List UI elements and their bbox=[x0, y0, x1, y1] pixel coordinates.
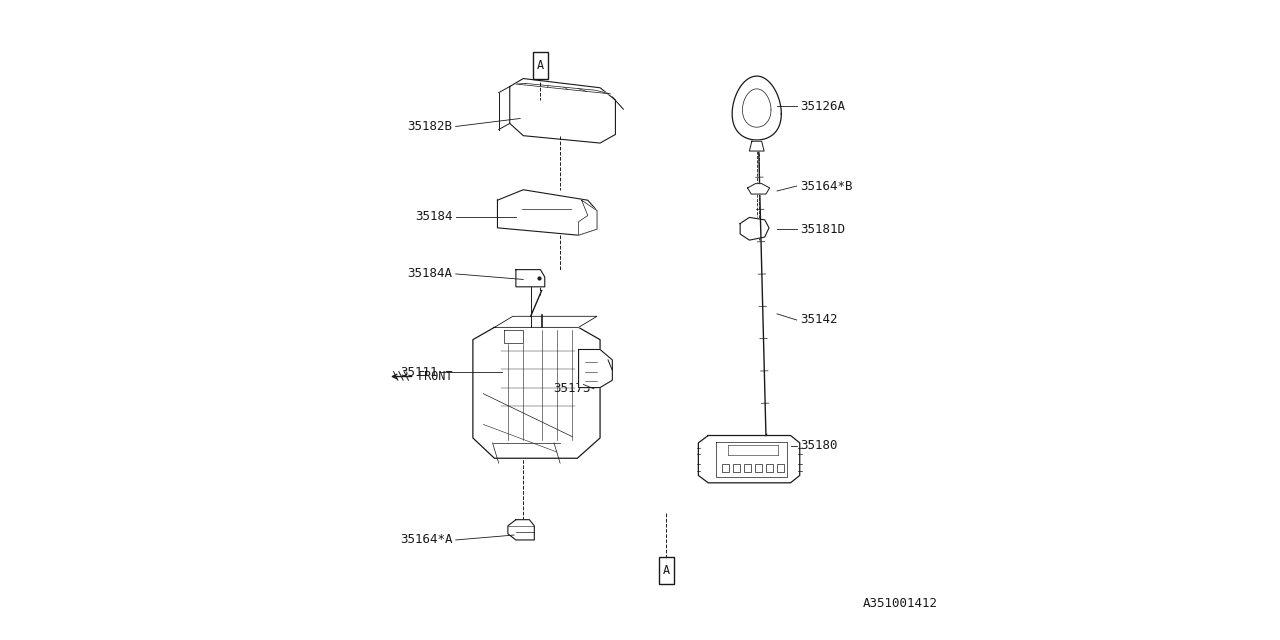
Bar bbox=[732, 465, 740, 472]
Bar bbox=[765, 465, 773, 472]
Text: A351001412: A351001412 bbox=[863, 597, 938, 610]
Polygon shape bbox=[508, 520, 534, 540]
Bar bbox=[777, 465, 785, 472]
Bar bbox=[532, 51, 548, 79]
Text: 35181D: 35181D bbox=[800, 223, 845, 236]
Text: 35164*B: 35164*B bbox=[800, 180, 852, 193]
Polygon shape bbox=[494, 316, 596, 328]
Bar bbox=[659, 557, 673, 584]
Text: 35180: 35180 bbox=[800, 440, 837, 452]
Polygon shape bbox=[732, 76, 781, 140]
Polygon shape bbox=[740, 218, 769, 240]
Text: A: A bbox=[663, 564, 669, 577]
Text: 35173: 35173 bbox=[553, 382, 591, 396]
Text: 35184A: 35184A bbox=[407, 268, 453, 280]
Polygon shape bbox=[516, 83, 611, 94]
Text: FRONT: FRONT bbox=[417, 370, 453, 383]
Text: 35184: 35184 bbox=[415, 211, 453, 223]
Polygon shape bbox=[516, 269, 545, 287]
Polygon shape bbox=[749, 141, 764, 151]
Text: A: A bbox=[536, 58, 544, 72]
Polygon shape bbox=[579, 349, 612, 388]
Text: 35164*A: 35164*A bbox=[401, 534, 453, 547]
Polygon shape bbox=[748, 184, 769, 194]
Polygon shape bbox=[498, 189, 596, 236]
Polygon shape bbox=[579, 200, 596, 236]
Text: 35182B: 35182B bbox=[407, 120, 453, 133]
Polygon shape bbox=[699, 435, 800, 483]
Text: 35126A: 35126A bbox=[800, 100, 845, 113]
Bar bbox=[744, 465, 751, 472]
Text: 35142: 35142 bbox=[800, 314, 837, 326]
Text: 35111: 35111 bbox=[399, 365, 438, 379]
Polygon shape bbox=[472, 328, 600, 458]
Polygon shape bbox=[509, 79, 616, 143]
Polygon shape bbox=[503, 330, 524, 343]
Bar bbox=[722, 465, 730, 472]
Bar bbox=[755, 465, 763, 472]
Polygon shape bbox=[716, 442, 787, 477]
